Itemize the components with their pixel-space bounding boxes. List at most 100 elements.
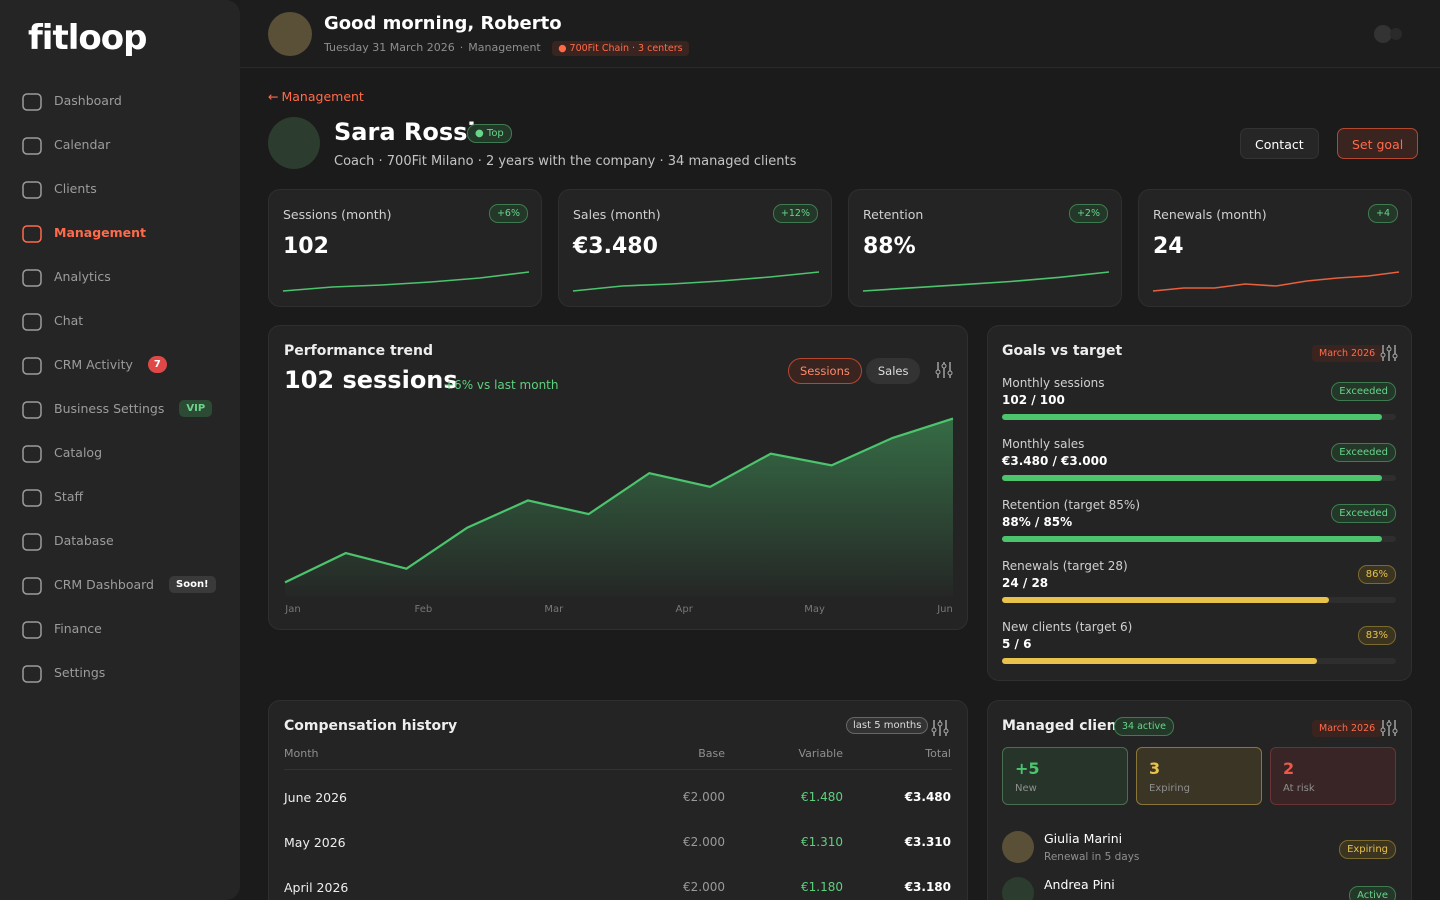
active-badge: 34 active [1114, 717, 1174, 736]
goal-value: 5 / 6 [1002, 637, 1032, 651]
filter-icon[interactable] [1379, 718, 1399, 738]
table-cell: €2.000 [683, 790, 725, 804]
logo[interactable]: fitloop [28, 18, 147, 58]
stat-value: 3 [1149, 759, 1161, 778]
nav-item[interactable]: Dashboard [0, 84, 240, 120]
nav-item[interactable]: Staff [0, 480, 240, 516]
section: Management [455, 41, 541, 54]
icon-shape [22, 137, 42, 155]
nav-item[interactable]: Finance [0, 612, 240, 648]
nav-label: CRM Activity [54, 357, 133, 372]
subline: Tuesday 31 March 2026Management ● 700Fit… [324, 41, 689, 56]
nav-item[interactable]: Catalog [0, 436, 240, 472]
icon-shape [22, 357, 42, 375]
chain: 700Fit Chain · 3 centers [569, 43, 683, 54]
nav-icon [22, 445, 42, 463]
sparkline [1152, 271, 1400, 292]
nav-item[interactable]: Clients [0, 172, 240, 208]
nav-item[interactable]: CRM Activity 7 [0, 348, 240, 384]
nav-label: Database [54, 533, 114, 548]
avatar[interactable] [268, 12, 312, 56]
progress-bar [1002, 475, 1382, 481]
filter-icon[interactable] [1379, 343, 1399, 363]
table-cell: €1.180 [801, 880, 843, 894]
nav-item[interactable]: Settings [0, 656, 240, 692]
clients-card: Managed clients 34 active March 2026 +5 N… [987, 700, 1412, 900]
card-title: Goals vs target [1002, 343, 1123, 359]
kpi-card: Renewals (month) +4 24 [1138, 189, 1412, 307]
client-name[interactable]: Giulia Marini [1044, 831, 1123, 846]
nav-icon [22, 489, 42, 507]
filter-icon[interactable] [930, 718, 950, 738]
table-cell: €1.480 [801, 790, 843, 804]
nav-item[interactable]: Database [0, 524, 240, 560]
progress-bar [1002, 414, 1382, 420]
x-tick-label: Jun [936, 604, 953, 615]
goal-value: 88% / 85% [1002, 515, 1073, 529]
contact-button[interactable]: Contact [1240, 128, 1319, 159]
stat-label: New [1015, 783, 1037, 794]
goal-status: 83% [1357, 626, 1396, 645]
stat-box[interactable]: +5 New [1002, 747, 1128, 805]
goal-label: New clients (target 6) [1002, 620, 1133, 634]
sparkline [572, 271, 820, 292]
kpi-card: Sales (month) +12% €3.480 [558, 189, 832, 307]
progress-bar [1002, 597, 1329, 603]
table-cell: €2.000 [683, 880, 725, 894]
set-goal-button[interactable]: Set goal [1337, 128, 1419, 159]
sparkline [862, 271, 1110, 292]
sparkline-line [572, 271, 820, 292]
nav-item[interactable]: Management [0, 216, 240, 252]
nav-item[interactable]: CRM Dashboard Soon! [0, 568, 240, 604]
x-tick-label: Mar [544, 604, 564, 615]
client-avatar [1002, 831, 1034, 863]
goal-status: Exceeded [1331, 504, 1396, 523]
x-tick-label: Feb [415, 604, 433, 615]
back-link[interactable]: Management [268, 89, 363, 104]
icon-shape [22, 489, 42, 507]
stat-label: At risk [1283, 783, 1315, 794]
goal-value: 24 / 28 [1002, 576, 1049, 590]
table-cell: €3.180 [904, 880, 951, 894]
nav-label: Clients [54, 181, 97, 196]
filter-chip[interactable]: last 5 months [846, 717, 929, 734]
client-status: Active [1349, 886, 1396, 900]
table-cell: €1.310 [801, 835, 843, 849]
nav-label: Management [54, 225, 147, 240]
nav-item[interactable]: Analytics [0, 260, 240, 296]
column-header: Variable [798, 747, 843, 760]
nav-icon [22, 665, 42, 683]
area-chart: Jan Feb Mar Apr May Jun [284, 417, 954, 615]
client-name[interactable]: Andrea Pini [1044, 877, 1115, 892]
goal-status: Exceeded [1331, 443, 1396, 462]
icon-shape [22, 93, 42, 111]
kpi-delta: +2% [1068, 204, 1108, 223]
kpi-delta: +6% [488, 204, 528, 223]
sparkline-line [862, 271, 1110, 292]
toggle[interactable] [1374, 25, 1392, 43]
toggle-button[interactable]: Sales [865, 358, 921, 384]
icon-shape [22, 181, 42, 199]
sparkline-line [1152, 271, 1400, 292]
stat-box[interactable]: 2 At risk [1270, 747, 1396, 805]
stat-box[interactable]: 3 Expiring [1136, 747, 1262, 805]
stat-value: +5 [1015, 759, 1040, 778]
toggle-button[interactable]: Sessions [788, 358, 862, 384]
nav-label: Settings [54, 665, 106, 680]
column-header: Month [284, 747, 319, 760]
nav-icon [22, 93, 42, 111]
area-fill [285, 418, 953, 596]
nav-item[interactable]: Business Settings VIP [0, 392, 240, 428]
compensation-card: Compensation history last 5 months Month… [268, 700, 968, 900]
goal-label: Monthly sales [1002, 437, 1085, 451]
kpi-label: Sales (month) [573, 207, 661, 222]
stat-label: Expiring [1149, 783, 1190, 794]
x-tick-label: May [804, 604, 825, 615]
nav-icon [22, 313, 42, 331]
nav-icon [22, 357, 42, 375]
nav-item[interactable]: Chat [0, 304, 240, 340]
nav-label: Catalog [54, 445, 103, 460]
filter-icon[interactable] [934, 360, 954, 380]
table-cell: April 2026 [284, 880, 349, 895]
nav-item[interactable]: Calendar [0, 128, 240, 164]
